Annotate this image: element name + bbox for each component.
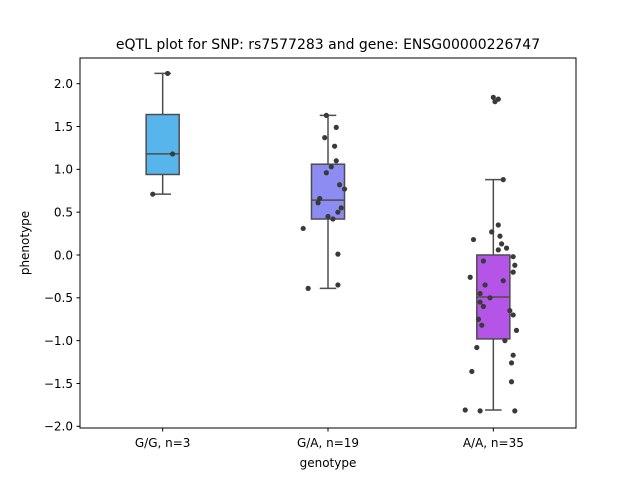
sample-point bbox=[502, 338, 508, 344]
y-tick-label: 0.0 bbox=[54, 248, 73, 262]
sample-point bbox=[477, 299, 483, 305]
chart-title: eQTL plot for SNP: rs7577283 and gene: E… bbox=[116, 37, 540, 53]
sample-point bbox=[336, 182, 343, 188]
sample-point bbox=[480, 303, 487, 309]
y-tick-label: −1.5 bbox=[44, 377, 73, 391]
sample-point bbox=[169, 151, 176, 157]
genotype-group bbox=[300, 112, 348, 291]
sample-point bbox=[475, 316, 482, 322]
sample-point bbox=[489, 229, 495, 235]
sample-point bbox=[323, 170, 329, 176]
sample-point bbox=[335, 251, 341, 257]
sample-point bbox=[490, 94, 496, 100]
sample-point bbox=[477, 290, 483, 297]
sample-point bbox=[480, 258, 487, 264]
sample-point bbox=[495, 222, 501, 228]
sample-point bbox=[305, 285, 311, 291]
sample-point bbox=[335, 209, 341, 215]
sample-point bbox=[499, 241, 505, 247]
sample-point bbox=[328, 164, 334, 170]
iqr-box bbox=[145, 113, 180, 176]
sample-point bbox=[508, 379, 515, 385]
sample-point bbox=[512, 262, 518, 268]
sample-point bbox=[487, 295, 493, 301]
y-tick-label: 1.5 bbox=[54, 120, 73, 134]
genotype-group bbox=[462, 94, 520, 414]
sample-point bbox=[333, 158, 339, 164]
sample-point bbox=[500, 177, 506, 183]
y-tick-label: −1.0 bbox=[44, 334, 73, 348]
sample-point bbox=[512, 408, 518, 414]
sample-point bbox=[323, 112, 329, 118]
sample-point bbox=[479, 322, 485, 328]
sample-point bbox=[510, 269, 516, 275]
sample-point bbox=[477, 408, 483, 414]
y-tick-label: 2.0 bbox=[54, 77, 73, 91]
sample-point bbox=[165, 70, 171, 77]
y-tick-label: 1.0 bbox=[54, 163, 73, 177]
sample-point bbox=[497, 233, 503, 239]
sample-point bbox=[482, 282, 488, 288]
genotype-group bbox=[145, 70, 180, 197]
y-tick-label: 0.5 bbox=[54, 205, 73, 219]
sample-point bbox=[330, 216, 336, 222]
x-tick-label: G/A, n=19 bbox=[297, 436, 359, 450]
sample-point bbox=[333, 124, 339, 130]
sample-point bbox=[500, 278, 506, 284]
axes: 2.0 1.5 1.0 0.5 0.0 −0.5 −1.0 −1.5 −2.0 G/G, n=3 G… bbox=[44, 77, 524, 450]
sample-point bbox=[469, 368, 475, 375]
sample-point bbox=[507, 308, 513, 314]
sample-point bbox=[492, 99, 498, 105]
sample-point bbox=[508, 360, 515, 366]
sample-point bbox=[341, 186, 348, 192]
sample-point bbox=[510, 312, 516, 318]
sample-point bbox=[513, 327, 520, 333]
sample-point bbox=[322, 135, 328, 141]
sample-point bbox=[467, 274, 473, 280]
plot-area bbox=[145, 70, 520, 414]
y-tick-label: −0.5 bbox=[44, 291, 73, 305]
sample-point bbox=[332, 143, 338, 149]
sample-point bbox=[510, 254, 516, 260]
x-tick-label: A/A, n=35 bbox=[463, 436, 524, 450]
sample-point bbox=[317, 195, 323, 202]
y-tick-label: −2.0 bbox=[44, 420, 73, 434]
sample-point bbox=[325, 213, 331, 220]
sample-point bbox=[510, 352, 516, 358]
sample-point bbox=[462, 407, 468, 413]
sample-point bbox=[300, 225, 306, 232]
sample-point bbox=[315, 200, 321, 206]
y-axis-label: phenotype bbox=[18, 211, 32, 275]
sample-point bbox=[474, 344, 480, 351]
sample-point bbox=[470, 236, 477, 243]
x-axis-label: genotype bbox=[300, 456, 357, 470]
sample-point bbox=[338, 205, 344, 211]
sample-point bbox=[495, 247, 501, 253]
sample-point bbox=[503, 245, 510, 251]
sample-point bbox=[150, 191, 156, 197]
sample-point bbox=[335, 282, 341, 288]
x-tick-label: G/G, n=3 bbox=[135, 436, 191, 450]
